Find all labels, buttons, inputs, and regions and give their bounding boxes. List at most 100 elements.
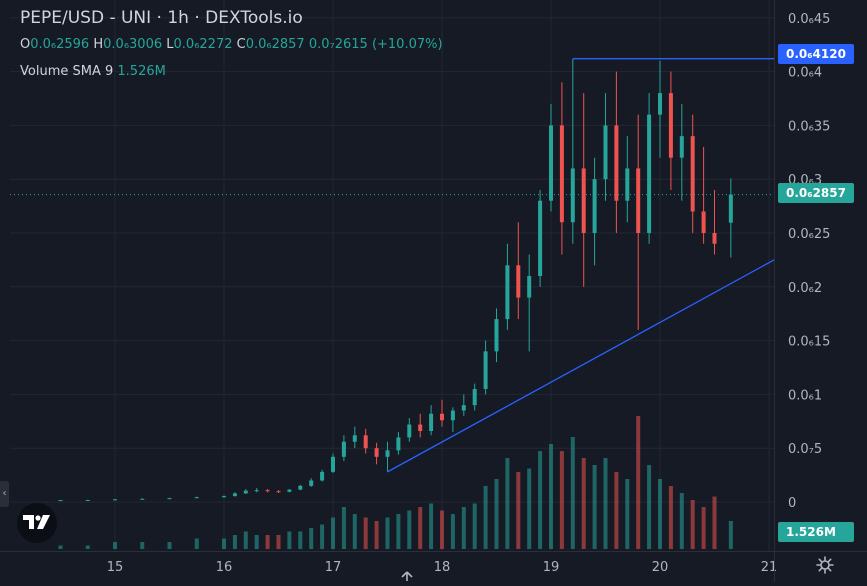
volume-bar — [341, 507, 346, 549]
volume-bar — [450, 514, 455, 549]
volume-bar — [658, 479, 662, 549]
volume-bar — [483, 486, 488, 549]
volume-bar — [690, 500, 695, 549]
volume-bar — [516, 472, 521, 549]
volume-bar — [276, 535, 281, 549]
candle-body — [85, 499, 90, 501]
volume-bar — [472, 503, 477, 549]
settings-gear-icon[interactable] — [816, 556, 834, 574]
volume-bar — [287, 531, 292, 549]
tradingview-logo-glyph — [23, 515, 50, 529]
y-tick-label: 0.0₇5 — [788, 442, 822, 457]
y-tick-label: 0.0₆2 — [788, 281, 822, 296]
candles — [58, 58, 733, 502]
candle-body — [592, 179, 597, 233]
candle-body — [701, 211, 706, 233]
volume-bar — [505, 458, 510, 549]
volume-legend-value: 1.526M — [117, 64, 166, 79]
candle-body — [407, 424, 412, 438]
candle-body — [603, 125, 608, 180]
candle-body — [140, 498, 145, 500]
tradingview-logo-icon[interactable] — [17, 503, 57, 543]
volume-bar — [614, 472, 619, 549]
volume-bar — [559, 451, 564, 549]
volume-bar — [222, 538, 226, 549]
candle-body — [440, 413, 444, 421]
ohlc-o-value: 0.0₆2596 — [30, 37, 90, 52]
volume-bar — [636, 416, 641, 549]
volume-bar — [581, 458, 586, 549]
volume-bar — [265, 535, 270, 549]
ascending-trendline — [387, 259, 775, 473]
candle-body — [636, 168, 641, 233]
scroll-up-arrow-icon[interactable] — [400, 571, 414, 581]
candle-body — [658, 93, 662, 115]
volume-bar — [385, 517, 390, 549]
candle-body — [320, 471, 325, 481]
candle-body — [690, 136, 695, 212]
candle-body — [331, 456, 335, 472]
last-price-tag: 0.0₆2857 — [778, 183, 854, 203]
candle-body — [494, 319, 499, 352]
volume-bar — [374, 521, 379, 549]
candle-body — [559, 125, 564, 223]
volume-bar — [232, 535, 237, 549]
volume-bar — [461, 507, 466, 549]
x-tick-label: 18 — [434, 560, 451, 575]
volume-bar — [363, 517, 368, 549]
candle-body — [505, 265, 510, 320]
candle-body — [194, 497, 199, 499]
volume-legend-label: Volume SMA 9 — [20, 64, 114, 79]
candle-body — [516, 265, 521, 298]
volume-bar — [243, 531, 248, 549]
y-tick-label: 0.0₆1 — [788, 388, 822, 403]
volume-price-tag: 1.526M — [778, 522, 854, 542]
y-tick-label: 0.0₆45 — [788, 12, 830, 27]
x-tick-label: 19 — [543, 560, 560, 575]
candle-body — [374, 448, 379, 457]
x-tick-label: 20 — [652, 560, 669, 575]
candle-body — [450, 410, 455, 421]
volume-bar — [549, 444, 553, 549]
volume-bar — [570, 437, 575, 549]
grid-lines — [10, 0, 774, 551]
volume-bars — [58, 416, 733, 549]
volume-bar — [527, 468, 532, 549]
candle-body — [298, 485, 303, 490]
volume-bar — [625, 479, 630, 549]
volume-bar — [712, 496, 717, 549]
candle-body — [232, 493, 237, 497]
volume-bar — [320, 524, 325, 549]
candle-body — [625, 168, 630, 201]
candle-body — [679, 136, 684, 158]
candle-body — [222, 496, 226, 498]
ohlc-l-value: 0.0₆2272 — [173, 37, 233, 52]
volume-bar — [85, 545, 90, 549]
candle-body — [461, 405, 466, 411]
symbol-title[interactable]: PEPE/USD - UNI · 1h · DEXTools.io — [20, 8, 303, 28]
candle-body — [385, 450, 390, 457]
volume-bar — [647, 465, 652, 549]
volume-legend[interactable]: Volume SMA 9 1.526M — [20, 64, 166, 79]
volume-bar — [331, 517, 335, 549]
candle-body — [396, 437, 401, 451]
volume-bar — [728, 521, 733, 549]
drawn-lines[interactable] — [10, 58, 775, 473]
y-tick-label: 0.0₆35 — [788, 119, 830, 134]
y-tick-label: 0.0₆25 — [788, 227, 830, 242]
candle-body — [265, 490, 270, 492]
candle-body — [668, 93, 673, 158]
volume-bar — [494, 479, 499, 549]
volume-bar — [429, 503, 434, 549]
volume-bar — [538, 451, 543, 549]
x-tick-label: 21 — [761, 560, 778, 575]
volume-bar — [668, 486, 673, 549]
candle-body — [712, 233, 717, 244]
collapse-handle-icon[interactable]: ‹ — [0, 481, 9, 507]
candle-body — [549, 125, 553, 201]
volume-bar — [309, 528, 314, 549]
volume-bar — [113, 542, 117, 549]
candle-body — [538, 200, 543, 277]
